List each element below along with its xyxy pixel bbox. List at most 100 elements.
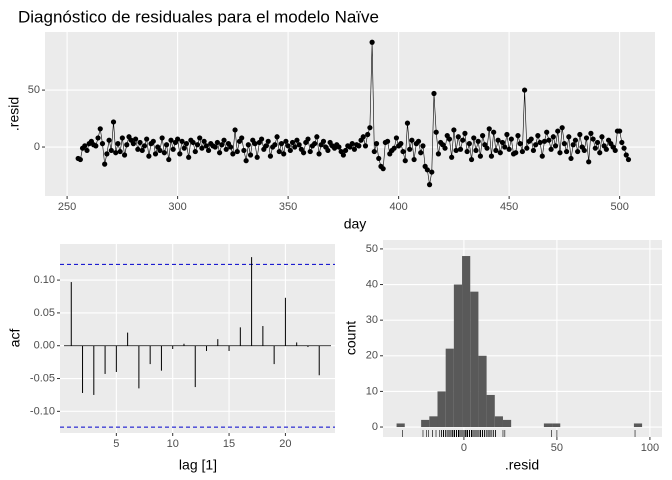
point (252, 141, 258, 147)
point (212, 144, 218, 150)
point (349, 141, 355, 147)
point (175, 136, 181, 142)
point (398, 141, 404, 147)
y-tick-label: 0.00 (34, 340, 55, 352)
x-tick-label: 15 (223, 438, 235, 450)
point (568, 155, 574, 162)
point (486, 126, 492, 132)
point (535, 133, 541, 139)
point (121, 152, 128, 158)
point (199, 145, 205, 151)
point (99, 141, 106, 147)
point (577, 131, 583, 138)
point (170, 146, 176, 152)
point (219, 142, 225, 148)
point (517, 141, 523, 147)
x-tick-label: 500 (610, 201, 628, 213)
point (139, 147, 145, 154)
point (391, 145, 397, 151)
point (186, 154, 192, 160)
point (552, 143, 559, 149)
point (466, 141, 472, 147)
point (590, 136, 596, 142)
point (247, 152, 254, 158)
point (597, 150, 603, 156)
point (205, 147, 212, 154)
point (402, 158, 408, 164)
point (594, 139, 601, 146)
point (411, 156, 417, 163)
point (471, 135, 477, 141)
histogram-bar (552, 423, 561, 428)
y-tick-label: 0 (34, 141, 40, 153)
point (367, 125, 373, 131)
x-tick-label: 400 (389, 201, 407, 213)
point (499, 139, 506, 146)
point (351, 146, 358, 152)
histogram-bar (453, 284, 463, 428)
histogram-bar (421, 419, 430, 428)
point (484, 145, 490, 151)
point (586, 159, 592, 165)
point (276, 148, 282, 155)
point (95, 135, 101, 141)
point (137, 139, 143, 146)
point (305, 136, 311, 142)
histogram-bar (470, 291, 479, 428)
point (232, 127, 238, 133)
point (522, 87, 528, 93)
point (588, 130, 594, 136)
point (603, 146, 609, 152)
point (181, 145, 187, 151)
point (409, 137, 415, 143)
y-axis-label: acf (7, 329, 23, 348)
chart-title: Diagnóstico de residuales para el modelo… (18, 7, 379, 26)
point (570, 142, 576, 148)
point (179, 138, 185, 144)
point (407, 146, 413, 152)
point (117, 148, 123, 155)
point (442, 145, 448, 151)
point (241, 147, 247, 154)
point (365, 131, 371, 138)
point (192, 148, 198, 155)
point (457, 146, 464, 152)
y-tick-label: 50 (366, 243, 378, 255)
point (453, 147, 459, 154)
point (82, 143, 88, 149)
point (502, 144, 508, 150)
histogram-bar (543, 423, 553, 428)
point (150, 138, 156, 144)
y-axis-label: count (343, 321, 359, 355)
point (115, 141, 121, 147)
x-axis-label: lag [1] (179, 457, 217, 473)
point (480, 133, 486, 139)
point (418, 150, 424, 156)
point (519, 148, 525, 155)
point (166, 156, 172, 163)
y-axis-label: .resid (6, 97, 22, 131)
point (404, 120, 411, 126)
point (177, 151, 183, 157)
histogram-bar (437, 391, 446, 428)
y-tick-label: 0.05 (34, 307, 55, 319)
point (159, 135, 165, 141)
x-tick-label: 50 (551, 442, 563, 454)
point (477, 153, 483, 159)
point (228, 144, 234, 150)
point (373, 141, 380, 147)
point (97, 126, 103, 132)
y-tick-label: 20 (366, 350, 378, 362)
point (617, 128, 623, 134)
x-tick-label: 5 (113, 438, 119, 450)
point (415, 138, 422, 144)
point (376, 155, 382, 162)
point (316, 151, 322, 157)
point (557, 150, 563, 156)
point (289, 139, 296, 146)
point (462, 130, 468, 136)
point (314, 134, 320, 140)
point (455, 134, 461, 140)
x-tick-label: 10 (167, 438, 179, 450)
point (546, 137, 552, 143)
